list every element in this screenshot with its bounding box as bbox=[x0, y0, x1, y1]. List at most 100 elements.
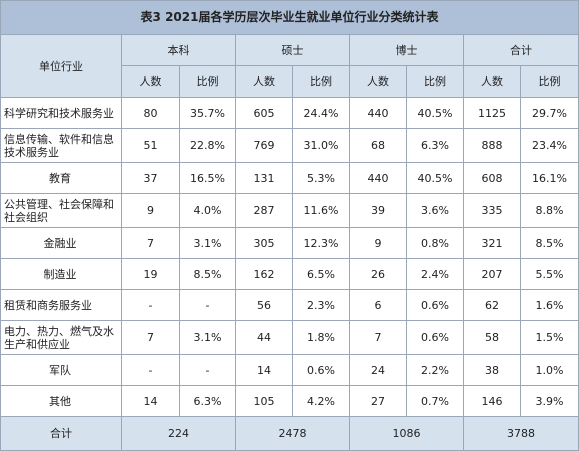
count-cell: 6 bbox=[349, 289, 407, 321]
ratio-cell: 6.3% bbox=[179, 385, 236, 417]
count-cell: 26 bbox=[349, 258, 407, 290]
total-label: 合计 bbox=[0, 416, 122, 451]
table-row: 其他 14 6.3% 105 4.2% 27 0.7% 146 3.9% bbox=[0, 385, 579, 417]
count-cell: 305 bbox=[235, 227, 293, 259]
ratio-cell: 31.0% bbox=[292, 128, 350, 163]
table-row: 制造业 19 8.5% 162 6.5% 26 2.4% 207 5.5% bbox=[0, 258, 579, 290]
industry-name-cell: 电力、热力、燃气及水生产和供应业 bbox=[0, 320, 122, 355]
industry-name-cell: 信息传输、软件和信息技术服务业 bbox=[0, 128, 122, 163]
count-cell: 44 bbox=[235, 320, 293, 355]
ratio-cell: 4.0% bbox=[179, 193, 236, 228]
industry-name-cell: 其他 bbox=[0, 385, 122, 417]
industry-name-cell: 公共管理、社会保障和社会组织 bbox=[0, 193, 122, 228]
total-row: 合计 224 2478 1086 3788 bbox=[0, 416, 579, 451]
header-group-master: 硕士 bbox=[235, 34, 350, 66]
header-count: 人数 bbox=[121, 65, 180, 98]
count-cell: 287 bbox=[235, 193, 293, 228]
ratio-cell: 23.4% bbox=[519, 128, 579, 163]
header-unit-industry: 单位行业 bbox=[0, 34, 122, 98]
count-cell: - bbox=[121, 354, 180, 386]
count-cell: 38 bbox=[463, 354, 521, 386]
ratio-cell: 0.8% bbox=[406, 227, 464, 259]
ratio-cell: 0.7% bbox=[406, 385, 464, 417]
count-cell: 7 bbox=[121, 320, 180, 355]
count-cell: 321 bbox=[463, 227, 521, 259]
ratio-cell: 0.6% bbox=[292, 354, 350, 386]
count-cell: 80 bbox=[121, 97, 180, 129]
ratio-cell: 16.5% bbox=[179, 162, 236, 194]
ratio-cell: 29.7% bbox=[519, 97, 579, 129]
ratio-cell: 8.5% bbox=[519, 227, 579, 259]
count-cell: 1125 bbox=[463, 97, 521, 129]
count-cell: 162 bbox=[235, 258, 293, 290]
ratio-cell: 22.8% bbox=[179, 128, 236, 163]
header-ratio: 比例 bbox=[519, 65, 579, 98]
table-body: 科学研究和技术服务业 80 35.7% 605 24.4% 440 40.5% 1125 29.… bbox=[0, 97, 579, 417]
ratio-cell: 11.6% bbox=[292, 193, 350, 228]
count-cell: 207 bbox=[463, 258, 521, 290]
table-row: 电力、热力、燃气及水生产和供应业 7 3.1% 44 1.8% 7 0.6% 58 1.5% bbox=[0, 320, 579, 355]
header-count: 人数 bbox=[235, 65, 293, 98]
ratio-cell: 2.3% bbox=[292, 289, 350, 321]
table-row: 教育 37 16.5% 131 5.3% 440 40.5% 608 16.1% bbox=[0, 162, 579, 194]
ratio-cell: 35.7% bbox=[179, 97, 236, 129]
ratio-cell: 1.6% bbox=[519, 289, 579, 321]
table-row: 金融业 7 3.1% 305 12.3% 9 0.8% 321 8.5% bbox=[0, 227, 579, 259]
count-cell: 27 bbox=[349, 385, 407, 417]
count-cell: 105 bbox=[235, 385, 293, 417]
ratio-cell: 12.3% bbox=[292, 227, 350, 259]
count-cell: 51 bbox=[121, 128, 180, 163]
ratio-cell: 6.3% bbox=[406, 128, 464, 163]
industry-name-cell: 科学研究和技术服务业 bbox=[0, 97, 122, 129]
ratio-cell: 3.1% bbox=[179, 227, 236, 259]
count-cell: 131 bbox=[235, 162, 293, 194]
header-ratio: 比例 bbox=[179, 65, 236, 98]
count-cell: 14 bbox=[121, 385, 180, 417]
industry-name-cell: 租赁和商务服务业 bbox=[0, 289, 122, 321]
table-row: 军队 - -14 0.6% 24 2.2% 38 1.0% bbox=[0, 354, 579, 386]
count-cell: 14 bbox=[235, 354, 293, 386]
header-group-total: 合计 bbox=[462, 34, 579, 66]
count-cell: 19 bbox=[121, 258, 180, 290]
count-cell: 39 bbox=[349, 193, 407, 228]
count-cell: 68 bbox=[349, 128, 407, 163]
ratio-cell: 1.8% bbox=[292, 320, 350, 355]
ratio-cell: - bbox=[179, 289, 236, 321]
ratio-cell: 3.9% bbox=[519, 385, 579, 417]
header-ratio: 比例 bbox=[406, 65, 464, 98]
ratio-cell: - bbox=[179, 354, 236, 386]
count-cell: 769 bbox=[235, 128, 293, 163]
header-group-doctor: 博士 bbox=[349, 34, 464, 66]
count-cell: 9 bbox=[349, 227, 407, 259]
count-cell: 7 bbox=[349, 320, 407, 355]
total-cell: 1086 bbox=[349, 416, 464, 451]
ratio-cell: 40.5% bbox=[406, 162, 464, 194]
ratio-cell: 4.2% bbox=[292, 385, 350, 417]
ratio-cell: 0.6% bbox=[406, 289, 464, 321]
ratio-cell: 1.0% bbox=[519, 354, 579, 386]
ratio-cell: 40.5% bbox=[406, 97, 464, 129]
count-cell: 56 bbox=[235, 289, 293, 321]
count-cell: 440 bbox=[349, 97, 407, 129]
table-row: 租赁和商务服务业 - -56 2.3% 6 0.6% 62 1.6% bbox=[0, 289, 579, 321]
count-cell: 9 bbox=[121, 193, 180, 228]
count-cell: 335 bbox=[463, 193, 521, 228]
ratio-cell: 1.5% bbox=[519, 320, 579, 355]
count-cell: 888 bbox=[463, 128, 521, 163]
total-cell: 2478 bbox=[235, 416, 350, 451]
ratio-cell: 8.8% bbox=[519, 193, 579, 228]
table-row: 公共管理、社会保障和社会组织 9 4.0% 287 11.6% 39 3.6% 335 8.8% bbox=[0, 193, 579, 228]
count-cell: 37 bbox=[121, 162, 180, 194]
ratio-cell: 5.3% bbox=[292, 162, 350, 194]
table-row: 科学研究和技术服务业 80 35.7% 605 24.4% 440 40.5% 1125 29.… bbox=[0, 97, 579, 129]
ratio-cell: 0.6% bbox=[406, 320, 464, 355]
ratio-cell: 3.1% bbox=[179, 320, 236, 355]
ratio-cell: 3.6% bbox=[406, 193, 464, 228]
total-cell: 224 bbox=[121, 416, 236, 451]
industry-name-cell: 金融业 bbox=[0, 227, 122, 259]
header-group-bachelor: 本科 bbox=[121, 34, 236, 66]
table-title: 表3 2021届各学历层次毕业生就业单位行业分类统计表 bbox=[0, 0, 579, 35]
industry-name-cell: 制造业 bbox=[0, 258, 122, 290]
